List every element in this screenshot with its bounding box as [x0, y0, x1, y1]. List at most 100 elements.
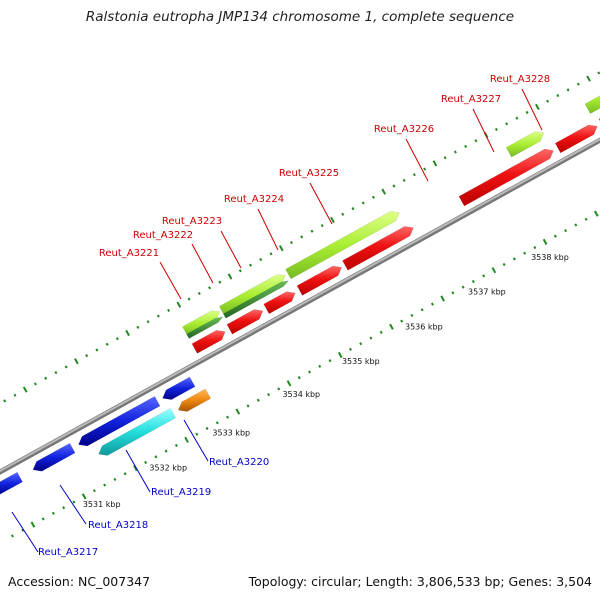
tick-mark-outer [525, 110, 529, 115]
tick-mark-outer [22, 386, 28, 393]
gene-arrow [285, 210, 400, 280]
gene-arrow [342, 226, 414, 271]
tick-mark-inner [256, 398, 260, 402]
tick-mark-outer [597, 71, 600, 75]
gene-label-forward: Reut_A3223 [162, 216, 222, 227]
tick-mark-inner [553, 234, 557, 238]
tick-mark-inner [123, 472, 127, 476]
tick-mark-outer [227, 273, 233, 280]
tick-mark-outer [208, 286, 212, 290]
map-title: Ralstonia eutropha JMP134 chromosome 1, … [85, 9, 515, 25]
tick-mark-outer [136, 325, 140, 329]
tick-mark-inner [410, 313, 414, 318]
tick-mark-inner [430, 302, 434, 306]
tick-mark-outer [412, 173, 416, 177]
tick-mark-outer [278, 245, 284, 252]
kbp-label: 3533 kbp [212, 429, 250, 438]
tick-mark-outer [341, 212, 345, 216]
tick-mark-inner [502, 262, 506, 267]
kbp-label: 3534 kbp [282, 390, 320, 399]
gene-arrow [296, 265, 343, 296]
gene-arrow [223, 280, 290, 319]
gene-arrow [78, 395, 161, 447]
tick-mark-outer [105, 342, 109, 346]
label-leader-line [521, 88, 543, 131]
gene-arrow [226, 309, 264, 335]
gene-arrow [584, 95, 600, 114]
tick-mark-inner [41, 517, 45, 521]
tick-mark-outer [74, 358, 79, 365]
tick-mark-outer [330, 216, 335, 224]
gene-arrow [505, 131, 545, 158]
tick-mark-inner [593, 210, 599, 217]
tick-mark-inner [103, 483, 107, 487]
tick-mark-outer [85, 354, 89, 358]
tick-mark-outer [238, 269, 242, 273]
tick-mark-outer [453, 150, 457, 154]
tick-mark-outer [556, 93, 560, 98]
tick-layer [3, 71, 600, 538]
tick-mark-inner [113, 477, 117, 481]
tick-mark-inner [523, 251, 527, 255]
tick-mark-outer [156, 314, 160, 318]
tick-mark-outer [392, 184, 396, 188]
tick-mark-inner [461, 285, 465, 289]
tick-mark-outer [125, 329, 130, 337]
tick-mark-inner [226, 415, 230, 419]
tick-mark-inner [471, 279, 475, 284]
label-leader-line [159, 261, 182, 300]
tick-mark-outer [576, 82, 580, 86]
tick-mark-inner [144, 460, 148, 465]
tick-mark-inner [308, 370, 311, 374]
tick-mark-outer [443, 156, 447, 160]
tick-mark-outer [586, 75, 591, 82]
tick-mark-outer [402, 178, 406, 182]
tick-mark-outer [146, 320, 150, 324]
gene-label-forward: Reut_A3228 [490, 74, 550, 85]
tick-mark-inner [359, 342, 363, 346]
tick-mark-outer [176, 301, 182, 308]
tick-mark-outer [218, 280, 222, 284]
tick-mark-outer [423, 167, 427, 171]
label-leader-line [405, 138, 429, 182]
backbone-layer [0, 137, 600, 475]
gene-arrow [177, 388, 212, 412]
tick-mark-inner [297, 376, 301, 380]
tick-mark-inner [491, 267, 497, 274]
label-leader-line [220, 230, 242, 269]
tick-mark-inner [564, 229, 568, 233]
label-leader-line [183, 419, 209, 462]
tick-mark-inner [51, 511, 55, 515]
kbp-label: 3535 kbp [342, 357, 380, 366]
tick-mark-outer [371, 195, 375, 199]
tick-mark-inner [542, 238, 548, 246]
tick-mark-outer [464, 144, 468, 148]
tick-mark-inner [286, 380, 292, 387]
tick-mark-inner [348, 347, 352, 351]
kbp-label: 3537 kbp [468, 288, 506, 297]
tick-mark-inner [277, 387, 281, 391]
kbp-label: 3538 kbp [531, 253, 569, 262]
gene-label-forward: Reut_A3226 [374, 124, 434, 135]
gene-label-reverse: Reut_A3220 [209, 457, 269, 468]
summary-text: Topology: circular; Length: 3,806,533 bp… [248, 574, 592, 589]
tick-mark-inner [164, 449, 168, 453]
gene-label-reverse: Reut_A3219 [151, 487, 211, 498]
tick-mark-outer [432, 160, 438, 167]
tick-mark-outer [535, 103, 540, 110]
kbp-label: 3536 kbp [405, 322, 443, 331]
tick-mark-inner [574, 223, 578, 227]
tick-mark-inner [30, 521, 36, 528]
gene-label-reverse: Reut_A3218 [88, 520, 148, 531]
gene-label-forward: Reut_A3222 [133, 230, 193, 241]
tick-mark-inner [451, 291, 455, 295]
label-leader-line [257, 208, 279, 251]
label-leader-line [125, 449, 151, 493]
tick-mark-inner [420, 308, 424, 312]
gene-arrow [186, 316, 224, 339]
tick-mark-outer [33, 382, 37, 386]
tick-mark-outer [505, 122, 509, 126]
tick-mark-inner [133, 464, 138, 472]
tick-mark-inner [337, 351, 343, 359]
